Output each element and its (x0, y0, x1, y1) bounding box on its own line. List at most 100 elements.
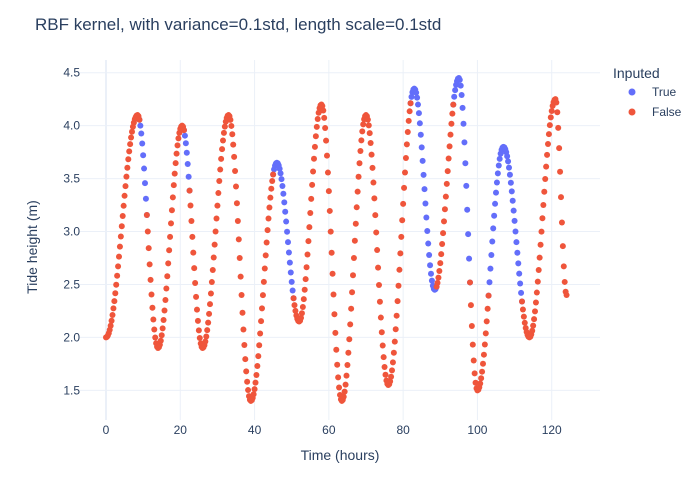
point-false (157, 337, 164, 344)
point-false (144, 228, 151, 235)
point-true (464, 206, 471, 213)
point-false (194, 317, 201, 324)
x-axis-ticks: 0 20 40 60 80 100 120 (103, 423, 562, 437)
point-false (376, 298, 383, 305)
legend-title: Inputed (613, 65, 660, 81)
point-false (559, 243, 566, 250)
point-false (227, 116, 234, 123)
point-false (377, 314, 384, 321)
point-false (181, 127, 187, 134)
point-true (487, 265, 494, 272)
point-false (554, 109, 561, 116)
point-false (349, 289, 356, 296)
point-false (241, 342, 248, 349)
point-false (485, 292, 492, 299)
point-false (545, 131, 552, 138)
point-false (217, 166, 224, 173)
point-true (458, 92, 465, 99)
point-false (444, 168, 451, 175)
point-false (216, 177, 223, 184)
point-false (262, 252, 269, 259)
point-false (315, 109, 322, 116)
legend: Inputed True False (613, 65, 682, 119)
point-false (109, 311, 116, 318)
point-false (305, 238, 312, 245)
point-false (203, 333, 210, 340)
point-false (360, 121, 367, 128)
point-false (331, 311, 338, 318)
point-false (269, 177, 276, 184)
point-true (513, 239, 520, 246)
point-false (521, 319, 528, 326)
point-false (483, 318, 490, 325)
point-false (434, 279, 441, 286)
point-false (480, 360, 486, 367)
point-false (111, 298, 118, 305)
point-false (114, 272, 121, 279)
point-false (265, 215, 272, 222)
point-true (507, 179, 514, 186)
point-false (298, 310, 305, 317)
point-false (406, 108, 413, 115)
point-false (391, 338, 398, 345)
point-false (228, 122, 235, 129)
point-false (407, 100, 414, 107)
point-false (212, 228, 219, 235)
point-false (158, 332, 165, 339)
series-false (103, 96, 570, 404)
point-false (204, 327, 211, 334)
point-true (425, 240, 432, 247)
point-false (254, 363, 261, 370)
point-true (285, 239, 291, 246)
point-true (142, 180, 148, 187)
point-true (462, 160, 469, 167)
point-false (380, 354, 387, 361)
point-false (471, 370, 478, 377)
point-false (116, 253, 122, 260)
point-true (496, 155, 503, 162)
point-true (509, 197, 516, 204)
point-false (437, 260, 444, 267)
point-false (174, 142, 181, 149)
point-false (369, 164, 376, 171)
point-false (347, 321, 354, 328)
point-false (537, 241, 544, 248)
point-false (267, 194, 274, 201)
point-false (147, 276, 154, 283)
legend-item-false[interactable]: False (628, 105, 682, 119)
point-false (250, 391, 257, 398)
y-tick-label: 4.0 (63, 119, 80, 133)
point-false (239, 309, 246, 316)
point-false (292, 307, 299, 314)
point-false (548, 107, 555, 114)
point-false (298, 314, 304, 321)
point-true (138, 130, 145, 137)
y-tick-label: 1.5 (63, 383, 80, 397)
point-false (175, 135, 182, 142)
point-false (354, 188, 361, 195)
point-true (281, 199, 288, 206)
point-false (214, 202, 221, 209)
point-true (515, 260, 522, 267)
y-tick-label: 4.5 (63, 66, 80, 80)
point-false (370, 179, 377, 186)
point-false (268, 185, 275, 192)
point-false (440, 230, 447, 237)
point-false (335, 374, 342, 381)
point-false (149, 304, 156, 311)
legend-item-true[interactable]: True (628, 85, 677, 99)
point-false (195, 327, 202, 334)
point-false (211, 241, 218, 248)
point-true (490, 225, 497, 232)
point-false (160, 317, 167, 324)
point-false (219, 146, 226, 153)
point-false (260, 278, 267, 285)
point-false (263, 239, 270, 246)
point-false (300, 296, 307, 303)
point-false (291, 302, 298, 309)
point-false (313, 123, 320, 130)
point-false (396, 266, 403, 273)
point-false (125, 156, 132, 163)
point-false (307, 210, 314, 216)
